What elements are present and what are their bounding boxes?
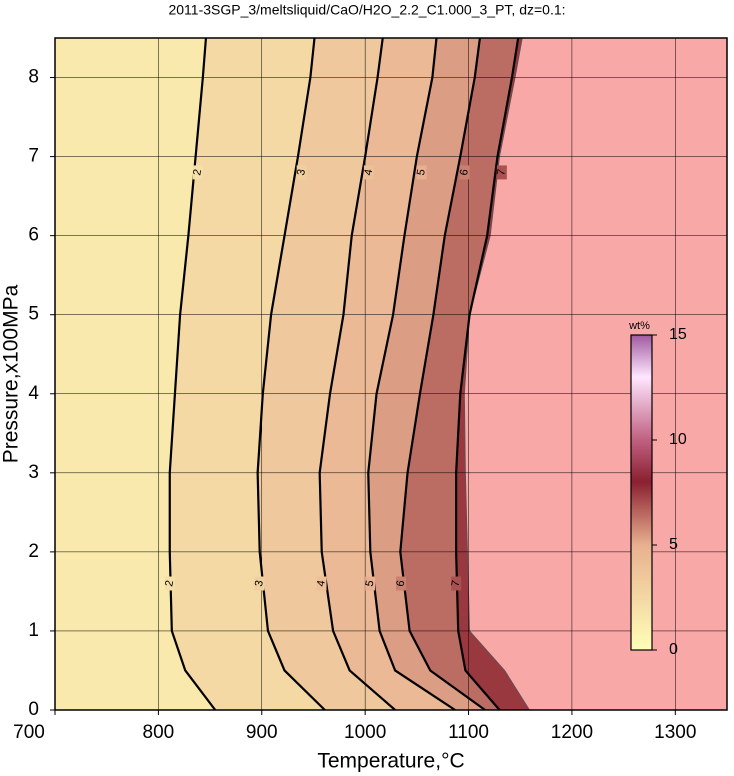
y-tick-label: 2	[28, 541, 39, 562]
plot-frame	[54, 37, 728, 711]
colorbar-tick-label: 10	[669, 431, 687, 448]
colorbar-tick-label: 15	[669, 326, 687, 343]
y-tick-label: 7	[28, 146, 39, 167]
contour-label-bg	[451, 576, 462, 591]
x-tick-label: 800	[143, 722, 175, 743]
x-tick-label: 1100	[448, 722, 489, 743]
contour-label: 4	[362, 168, 375, 176]
contour-line	[399, 38, 486, 710]
x-tick-label: 1200	[551, 722, 593, 743]
contour-label: 3	[253, 579, 266, 587]
contour-label: 7	[495, 168, 508, 176]
contour-label: 2	[191, 168, 204, 176]
colorbar-tick-label: 0	[669, 641, 678, 658]
x-tick-label: 900	[246, 722, 278, 743]
x-tick-label: 1000	[344, 722, 386, 743]
colorbar-label: wt%	[628, 320, 650, 332]
contour-line	[367, 38, 456, 710]
chart-title: 2011-3SGP_3/meltsliquid/CaO/H2O_2.2_C1.0…	[168, 2, 565, 18]
y-tick-label: 0	[28, 699, 39, 720]
contour-label-bg	[296, 165, 307, 180]
contour-label: 4	[315, 579, 328, 587]
contour-label: 5	[364, 579, 377, 587]
y-tick-label: 5	[28, 304, 39, 325]
contour-label: 3	[295, 168, 308, 176]
contour-label-bg	[254, 576, 265, 591]
contour-label: 2	[163, 579, 176, 587]
contour-label-bg	[164, 576, 175, 591]
contour-band	[55, 38, 216, 710]
contour-label-bg	[316, 576, 327, 591]
contour-label: 7	[450, 579, 463, 587]
contour-label: 6	[458, 168, 471, 176]
y-tick-label: 8	[28, 67, 39, 88]
contour-label-bg	[363, 165, 374, 180]
plot-area: 2 2 3 3 4 4 5 5 6 6 7 7	[55, 38, 727, 710]
y-tick-label: 6	[28, 225, 39, 246]
contour-label-bg	[396, 576, 407, 591]
colorbar	[630, 334, 653, 651]
contour-label: 5	[415, 168, 428, 176]
y-tick-label: 3	[28, 462, 39, 483]
x-tick-label: 700	[13, 722, 45, 743]
contour-label-bg	[192, 165, 203, 180]
x-axis-label: Temperature,°C	[317, 750, 464, 773]
contour-label: 6	[394, 579, 407, 587]
contour-line	[455, 38, 520, 710]
contour-label-bg	[416, 165, 427, 180]
y-tick-label: 1	[28, 620, 39, 641]
contour-label-bg	[365, 576, 376, 591]
contour-label-bg	[496, 165, 507, 180]
contour-line	[318, 38, 396, 710]
contour-label-bg	[459, 165, 470, 180]
y-axis-label: Pressure,x100MPa	[0, 284, 23, 463]
colorbar-tick-label: 5	[669, 536, 678, 553]
contour-line	[168, 38, 217, 710]
x-tick-label: 1300	[654, 722, 696, 743]
contour-line	[256, 38, 326, 710]
y-tick-label: 4	[28, 383, 39, 404]
